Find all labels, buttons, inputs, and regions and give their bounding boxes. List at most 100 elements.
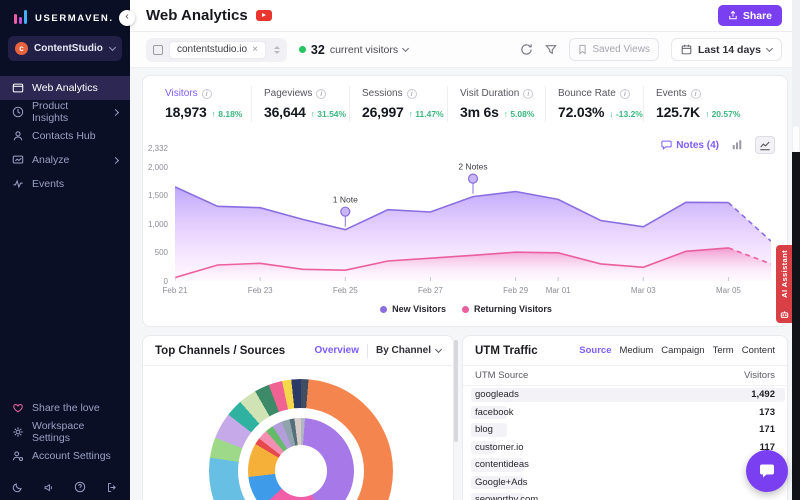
line-chart-toggle[interactable] — [755, 136, 775, 154]
workspace-avatar: c — [15, 42, 28, 55]
metric-label: Sessions — [362, 88, 403, 99]
tab-source[interactable]: Source — [579, 345, 612, 356]
segment-filter[interactable]: contentstudio.io × — [146, 37, 287, 62]
metric-events[interactable]: Events i 125.7K ↑ 20.57% — [643, 86, 741, 122]
metric-visitors[interactable]: Visitors i 18,973 ↑ 8.18% — [153, 86, 251, 122]
card-title: UTM Traffic — [475, 344, 538, 357]
tab-medium[interactable]: Medium — [619, 345, 654, 356]
chevron-down-icon — [765, 44, 774, 53]
ai-assistant-label: AI Assistant — [779, 250, 789, 298]
value-bar — [471, 458, 525, 472]
metric-label: Visit Duration — [460, 88, 520, 99]
saved-views-button[interactable]: Saved Views — [569, 38, 659, 61]
sidebar-item-events[interactable]: Events — [0, 172, 130, 196]
metric-sessions[interactable]: Sessions i 26,997 ↑ 11.47% — [349, 86, 447, 122]
metric-pageviews[interactable]: Pageviews i 36,644 ↑ 31.54% — [251, 86, 349, 122]
card-title: Top Channels / Sources — [155, 344, 286, 357]
visitors-line-chart[interactable]: 1 Note 2 Notes — [175, 148, 771, 281]
table-row[interactable]: blog 171 — [463, 421, 787, 439]
table-row[interactable]: Google+Ads — [463, 474, 787, 492]
tab-term[interactable]: Term — [712, 345, 734, 356]
metric-visit-duration[interactable]: Visit Duration i 3m 6s ↑ 5.08% — [447, 86, 545, 122]
bar-chart-toggle[interactable] — [727, 136, 747, 154]
sidebar-item-workspace-settings[interactable]: Workspace Settings — [0, 420, 130, 444]
donut-hole — [275, 445, 327, 497]
sidebar-item-share-the-love[interactable]: Share the love — [0, 396, 130, 420]
metric-bounce-rate[interactable]: Bounce Rate i 72.03% ↓ -13.2% — [545, 86, 643, 122]
refresh-icon[interactable] — [520, 43, 533, 56]
info-icon: i — [201, 88, 212, 99]
x-axis-label: Mar 03 — [630, 286, 656, 295]
x-axis-label: Feb 21 — [162, 286, 188, 295]
page-scrollbar-thumb[interactable] — [793, 126, 799, 152]
sidebar-item-web-analytics[interactable]: Web Analytics — [0, 76, 130, 100]
by-channel-dropdown[interactable]: By Channel — [376, 345, 443, 356]
x-axis-label: Feb 27 — [417, 286, 443, 295]
logout-icon[interactable] — [106, 482, 118, 493]
megaphone-icon[interactable] — [43, 482, 55, 493]
current-visitors[interactable]: 32 current visitors — [298, 43, 410, 57]
date-range-button[interactable]: Last 14 days — [670, 38, 782, 61]
sidebar-collapse-button[interactable]: ‹ — [119, 10, 135, 26]
info-icon: i — [316, 88, 327, 99]
legend-dot-icon — [380, 305, 388, 313]
chevron-down-icon — [402, 44, 410, 53]
share-button[interactable]: Share — [717, 5, 782, 26]
contacts-icon — [13, 131, 23, 141]
sidebar-item-label: Web Analytics — [32, 82, 98, 94]
metric-change: ↑ 8.18% — [211, 109, 243, 119]
account-icon — [12, 451, 24, 462]
table-row[interactable]: facebook 173 — [463, 404, 787, 422]
events-icon — [13, 179, 23, 189]
ai-assistant-tab[interactable]: AI Assistant — [776, 245, 792, 323]
table-row[interactable]: customer.io 117 — [463, 439, 787, 457]
logo[interactable]: USERMAVEN. — [14, 10, 114, 24]
notes-button[interactable]: Notes (4) — [661, 140, 719, 151]
metrics-row: Visitors i 18,973 ↑ 8.18% Pageviews i 36,64… — [153, 86, 741, 122]
table-row[interactable]: seoworthy.com — [463, 491, 787, 500]
table-row[interactable]: googleads 1,492 — [463, 386, 787, 404]
value-bar — [471, 440, 496, 454]
line-chart-icon — [760, 141, 770, 151]
help-icon[interactable] — [74, 481, 86, 493]
info-icon: i — [406, 88, 417, 99]
tab-campaign[interactable]: Campaign — [661, 345, 705, 356]
moon-icon[interactable] — [12, 482, 23, 493]
metric-change: ↑ 11.47% — [408, 109, 444, 119]
column-utm-source: UTM Source — [475, 370, 529, 381]
close-icon[interactable]: × — [252, 44, 258, 55]
sidebar-item-account-settings[interactable]: Account Settings — [0, 444, 130, 468]
sidebar-item-product-insights[interactable]: Product Insights — [0, 100, 130, 124]
metric-value: 72.03% — [558, 104, 605, 120]
utm-traffic-card: UTM Traffic Source Medium Campaign Term … — [462, 335, 788, 500]
page-scrollbar-track[interactable] — [792, 0, 800, 152]
legend-returning-visitors[interactable]: Returning Visitors — [462, 304, 552, 314]
sidebar-item-analyze[interactable]: Analyze — [0, 148, 130, 172]
y-axis-label: 0 — [163, 277, 168, 286]
site-filter-tag[interactable]: contentstudio.io × — [169, 40, 266, 59]
live-label: current visitors — [329, 43, 399, 56]
x-axis-label: Mar 05 — [715, 286, 741, 295]
workspace-selector[interactable]: c ContentStudio — [8, 36, 122, 61]
chat-widget-button[interactable] — [746, 450, 788, 492]
legend-new-visitors[interactable]: New Visitors — [380, 304, 446, 314]
value-bar — [471, 493, 525, 500]
table-row[interactable]: contentideas — [463, 456, 787, 474]
filter-funnel-icon[interactable] — [545, 44, 558, 56]
chevron-down-icon — [108, 43, 117, 52]
calendar-icon — [681, 44, 692, 55]
table-header: UTM Source Visitors — [463, 366, 787, 386]
filter-bar: contentstudio.io × 32 current visitors S… — [130, 32, 800, 68]
sidebar-item-contacts-hub[interactable]: Contacts Hub — [0, 124, 130, 148]
sort-arrows-icon[interactable] — [273, 45, 280, 54]
sidebar-icon-row — [12, 481, 118, 493]
youtube-icon[interactable] — [255, 10, 272, 21]
page-title: Web Analytics — [146, 7, 248, 24]
metric-change: ↓ -13.2% — [609, 109, 643, 119]
y-axis: 2,332 2,000 1,500 1,000 500 0 — [143, 144, 170, 286]
scrollbar[interactable] — [454, 340, 458, 442]
tab-content[interactable]: Content — [741, 345, 775, 356]
metric-value: 18,973 — [165, 104, 207, 120]
sidebar: USERMAVEN. ‹ c ContentStudio Web Analyti… — [0, 0, 135, 500]
overview-link[interactable]: Overview — [314, 345, 359, 356]
